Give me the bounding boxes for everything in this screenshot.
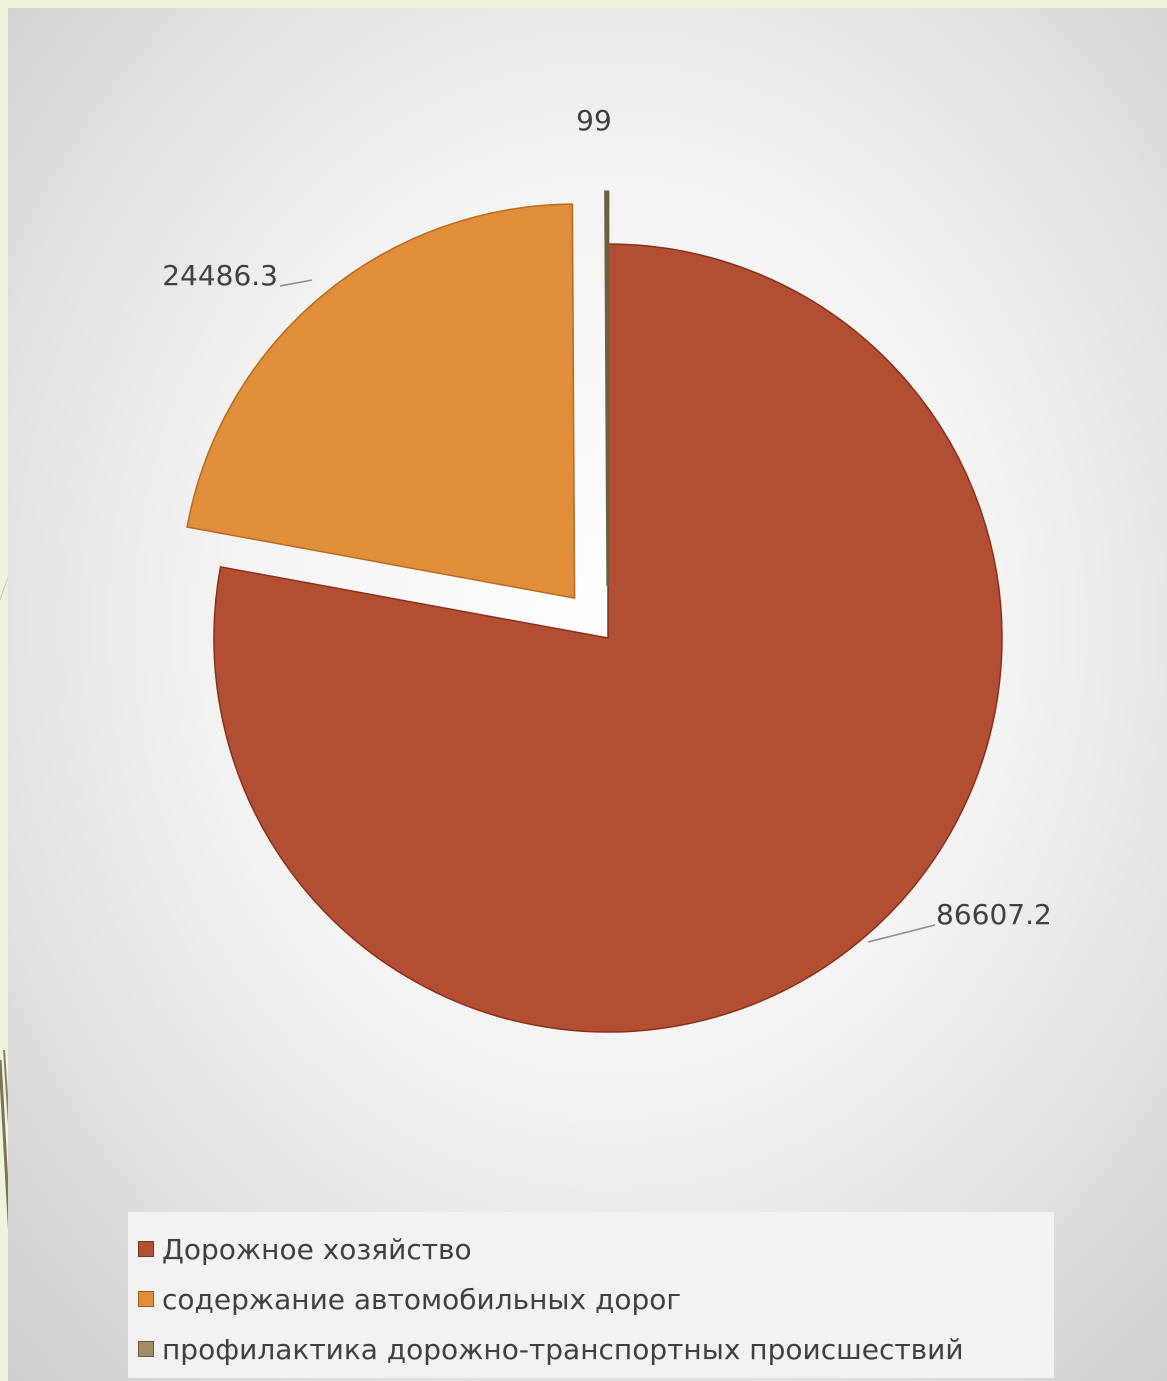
pie-slice-road-economy (213, 243, 1003, 1033)
legend-swatch-road-economy (138, 1241, 154, 1257)
pie-slice-road-maintenance (186, 203, 576, 600)
data-label-road-maintenance: 24486.3 (162, 259, 278, 292)
pie-slice-accident-prevention (604, 190, 610, 587)
leader-line-road-maintenance (279, 279, 313, 287)
legend-label-road-maintenance: содержание автомобильных дорог (162, 1282, 682, 1316)
legend-item-road-economy: Дорожное хозяйство (128, 1224, 1054, 1274)
legend-item-road-maintenance: содержание автомобильных дорог (128, 1274, 1054, 1324)
legend-swatch-road-maintenance (138, 1291, 154, 1307)
leader-line-road-economy (867, 924, 936, 943)
legend-label-road-economy: Дорожное хозяйство (162, 1232, 472, 1266)
data-label-road-economy: 86607.2 (936, 898, 1052, 931)
data-label-accident-prevention: 99 (576, 104, 612, 137)
legend-item-accident-prevention: профилактика дорожно-транспортных происш… (128, 1324, 1054, 1374)
legend-swatch-accident-prevention (138, 1341, 154, 1357)
legend-label-accident-prevention: профилактика дорожно-транспортных происш… (162, 1332, 964, 1366)
legend: Дорожное хозяйство содержание автомобильн… (128, 1212, 1054, 1378)
